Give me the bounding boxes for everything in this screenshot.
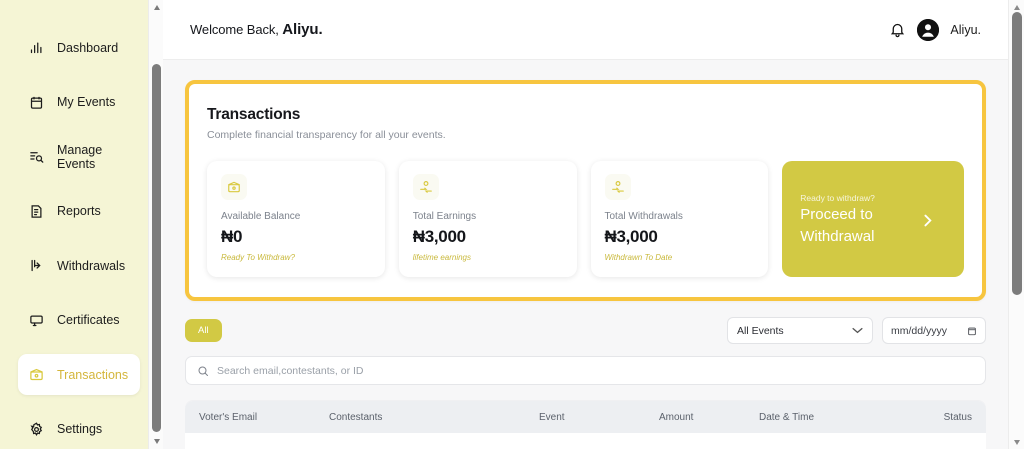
- card-value: ₦0: [221, 227, 243, 246]
- top-bar-actions: Aliyu.: [889, 18, 981, 41]
- main-content: Welcome Back, Aliyu. Aliyu. Transaction: [163, 0, 1024, 449]
- card-total-earnings: Total Earnings ₦3,000 lifetime earnings: [398, 161, 577, 277]
- wallet-icon: [28, 366, 45, 383]
- sidebar-nav: Dashboard My Events Manage Events: [0, 0, 148, 449]
- card-label: Total Withdrawals: [604, 211, 683, 222]
- table-header-row: Voter's Email Contestants Event Amount D…: [185, 401, 986, 433]
- card-available-balance: Available Balance ₦0 Ready To Withdraw?: [207, 161, 385, 277]
- withdraw-icon: [28, 257, 45, 274]
- sidebar-item-label: Settings: [57, 422, 103, 436]
- card-label: Available Balance: [221, 211, 301, 222]
- sidebar-item-label: Manage Events: [57, 142, 103, 171]
- sidebar-item-certificates[interactable]: Certificates: [18, 300, 140, 341]
- transactions-panel: Transactions Complete financial transpar…: [185, 80, 986, 301]
- calendar-icon: [28, 94, 45, 111]
- sidebar-item-manage-events[interactable]: Manage Events: [18, 136, 140, 177]
- cash-exchange-icon: [604, 174, 631, 200]
- notification-bell-icon[interactable]: [889, 21, 906, 38]
- date-filter-input[interactable]: mm/dd/yyyy: [882, 317, 986, 344]
- filter-all-button[interactable]: All: [185, 319, 222, 342]
- column-header-contestants: Contestants: [329, 411, 383, 423]
- card-value: ₦3,000: [412, 227, 466, 246]
- transactions-table: Voter's Email Contestants Event Amount D…: [185, 401, 986, 449]
- main-scrollbar[interactable]: [1008, 0, 1024, 449]
- calendar-picker-icon[interactable]: [967, 326, 977, 336]
- sidebar-scroll-area: Dashboard My Events Manage Events: [0, 0, 148, 449]
- chevron-right-icon: [919, 212, 950, 229]
- list-search-icon: [28, 148, 45, 165]
- card-label: Total Earnings: [412, 211, 477, 222]
- card-note: lifetime earnings: [412, 253, 471, 262]
- card-note: Withdrawn To Date: [604, 253, 673, 262]
- column-header-status: Status: [943, 411, 972, 423]
- sidebar-item-label: Dashboard: [57, 40, 119, 55]
- welcome-prefix: Welcome Back,: [190, 22, 279, 37]
- cash-exchange-icon: [412, 174, 439, 200]
- cta-line-2: Withdrawal: [800, 228, 875, 245]
- cta-kicker: Ready to withdraw?: [800, 193, 875, 204]
- sidebar-item-dashboard[interactable]: Dashboard: [18, 27, 140, 68]
- main-scroll-thumb[interactable]: [1012, 12, 1022, 295]
- proceed-to-withdrawal-button[interactable]: Ready to withdraw? Proceed to Withdrawal: [782, 161, 964, 277]
- event-filter-select[interactable]: All Events: [727, 317, 873, 344]
- cta-text-block: Ready to withdraw? Proceed to Withdrawal: [800, 193, 875, 247]
- sidebar-item-my-events[interactable]: My Events: [18, 82, 140, 123]
- sidebar: Dashboard My Events Manage Events: [0, 0, 163, 449]
- sidebar-item-withdrawals[interactable]: Withdrawals: [18, 245, 140, 286]
- card-value: ₦3,000: [604, 227, 658, 246]
- sidebar-scroll-thumb[interactable]: [152, 64, 161, 432]
- filter-row: All All Events mm/dd/yyyy: [185, 317, 986, 344]
- search-input[interactable]: Search email,contestants, or ID: [185, 356, 986, 385]
- date-filter-placeholder: mm/dd/yyyy: [891, 324, 948, 337]
- search-icon: [197, 365, 209, 377]
- sidebar-item-transactions[interactable]: Transactions: [18, 354, 140, 395]
- certificate-icon: [28, 312, 45, 329]
- sidebar-scrollbar[interactable]: [148, 0, 163, 449]
- sidebar-item-label: Reports: [57, 204, 101, 218]
- sidebar-item-label: Withdrawals: [57, 258, 126, 273]
- report-file-icon: [28, 203, 45, 220]
- card-total-withdrawals: Total Withdrawals ₦3,000 Withdrawn To Da…: [590, 161, 769, 277]
- page-content: Transactions Complete financial transpar…: [163, 60, 1008, 449]
- table-row[interactable]: [185, 433, 986, 449]
- cta-line-1: Proceed to: [800, 206, 873, 224]
- page-title: Transactions: [207, 106, 301, 123]
- column-header-event: Event: [539, 411, 565, 423]
- sidebar-item-label: My Events: [57, 95, 116, 109]
- page-subtitle: Complete financial transparency for all …: [207, 129, 446, 141]
- main-scroll-area: Welcome Back, Aliyu. Aliyu. Transaction: [163, 0, 1008, 449]
- gear-icon: [28, 421, 45, 438]
- column-header-amount: Amount: [659, 411, 694, 423]
- welcome-username: Aliyu.: [282, 21, 323, 38]
- user-avatar-icon[interactable]: [917, 18, 940, 41]
- top-bar: Welcome Back, Aliyu. Aliyu.: [163, 0, 1008, 60]
- event-filter-value: All Events: [737, 324, 784, 337]
- filter-controls: All Events mm/dd/yyyy: [727, 317, 986, 344]
- bar-chart-icon: [28, 39, 45, 56]
- welcome-message: Welcome Back, Aliyu.: [190, 21, 323, 38]
- main-scroll-down-arrow[interactable]: [1009, 435, 1024, 449]
- column-header-voter-email: Voter's Email: [199, 411, 258, 423]
- sidebar-item-label: Certificates: [57, 313, 120, 327]
- sidebar-scroll-up-arrow[interactable]: [149, 0, 163, 15]
- sidebar-item-label: Transactions: [57, 367, 129, 382]
- column-header-date-time: Date & Time: [759, 411, 815, 423]
- money-bag-icon: [221, 174, 247, 200]
- sidebar-item-reports[interactable]: Reports: [18, 191, 140, 232]
- search-placeholder: Search email,contestants, or ID: [217, 364, 364, 377]
- sidebar-scroll-down-arrow[interactable]: [149, 434, 163, 449]
- main-scroll-up-arrow[interactable]: [1009, 0, 1024, 14]
- chevron-down-icon: [852, 326, 863, 336]
- card-note: Ready To Withdraw?: [221, 253, 295, 262]
- username-label: Aliyu.: [950, 22, 981, 37]
- summary-cards: Available Balance ₦0 Ready To Withdraw? …: [207, 161, 964, 277]
- sidebar-item-settings[interactable]: Settings: [18, 409, 140, 449]
